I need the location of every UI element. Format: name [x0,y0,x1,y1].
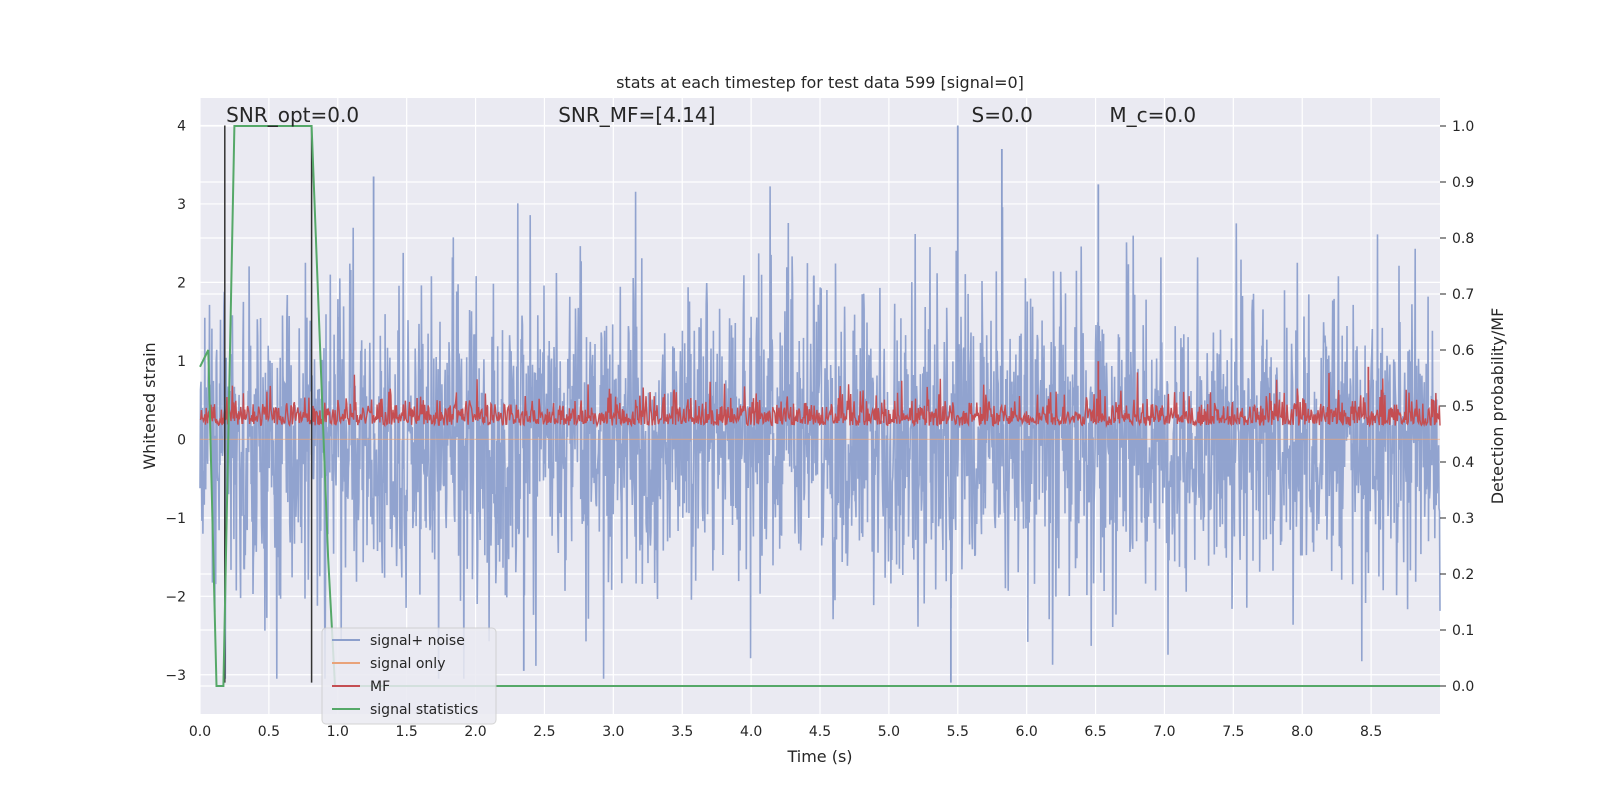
y2-tick-label: 0.6 [1452,343,1474,359]
y-tick-label: −1 [165,511,186,527]
y-tick-label: −3 [165,668,186,684]
x-tick-label: 2.5 [533,724,555,740]
x-tick-label: 8.0 [1291,724,1313,740]
annotation-text: M_c=0.0 [1109,103,1196,127]
x-tick-label: 7.0 [1153,724,1175,740]
x-axis-label: Time (s) [786,747,852,766]
x-tick-label: 1.0 [327,724,349,740]
x-tick-label: 0.0 [189,724,211,740]
y-axis-label: Whitened strain [140,342,159,469]
annotations: SNR_opt=0.0 SNR_MF=[4.14] S=0.0 M_c=0.0 [226,103,1196,127]
x-tick-label: 4.5 [809,724,831,740]
y2-tick-label: 0.0 [1452,679,1474,695]
x-tick-label: 1.5 [396,724,418,740]
tick-labels: 0.0 0.5 1.0 1.5 2.0 2.5 3.0 3.5 4.0 4.5 5.0 5.5 6.0 6… [165,118,1474,740]
x-tick-label: 2.0 [464,724,486,740]
y2-axis-label: Detection probability/MF [1488,308,1507,505]
series-line-signal-noise [199,186,1441,679]
legend-box [321,627,497,725]
y2-tick-label: 0.5 [1452,399,1474,415]
annotation-text: SNR_opt=0.0 [226,103,359,127]
legend: signal+ noise signal only MF signal statist… [321,627,497,725]
y-tick-label: 2 [177,275,186,291]
x-tick-label: 3.0 [602,724,624,740]
y2-tick-label: 0.9 [1452,175,1474,191]
y2-tick-label: 0.8 [1452,231,1474,247]
y2-tick-label: 1.0 [1452,119,1474,135]
x-tick-label: 4.0 [740,724,762,740]
series-line-mf [199,372,1441,429]
y-tick-label: 0 [177,432,186,448]
x-tick-label: 5.5 [947,724,969,740]
y2-tick-label: 0.4 [1452,455,1474,471]
x-tick-label: 6.5 [1084,724,1106,740]
legend-label: signal only [370,656,445,672]
y2-tick-label: 0.2 [1452,567,1474,583]
y2-tick-label: 0.7 [1452,287,1474,303]
y2-tick-label: 0.3 [1452,511,1474,527]
y-tick-label: 4 [177,118,186,134]
y-tick-label: −2 [165,589,186,605]
chart-title: stats at each timestep for test data 599… [616,73,1024,92]
legend-label: MF [370,679,390,695]
legend-label: signal+ noise [370,633,465,649]
x-tick-label: 7.5 [1222,724,1244,740]
y2-tick-label: 0.1 [1452,623,1474,639]
annotation-text: S=0.0 [972,103,1033,127]
x-tick-label: 0.5 [258,724,280,740]
y-tick-label: 1 [177,354,186,370]
x-tick-label: 8.5 [1360,724,1382,740]
x-tick-label: 5.0 [878,724,900,740]
annotation-text: SNR_MF=[4.14] [558,103,715,127]
x-tick-label: 6.0 [1016,724,1038,740]
x-tick-label: 3.5 [671,724,693,740]
legend-label: signal statistics [370,702,478,718]
y-tick-label: 3 [177,197,186,213]
